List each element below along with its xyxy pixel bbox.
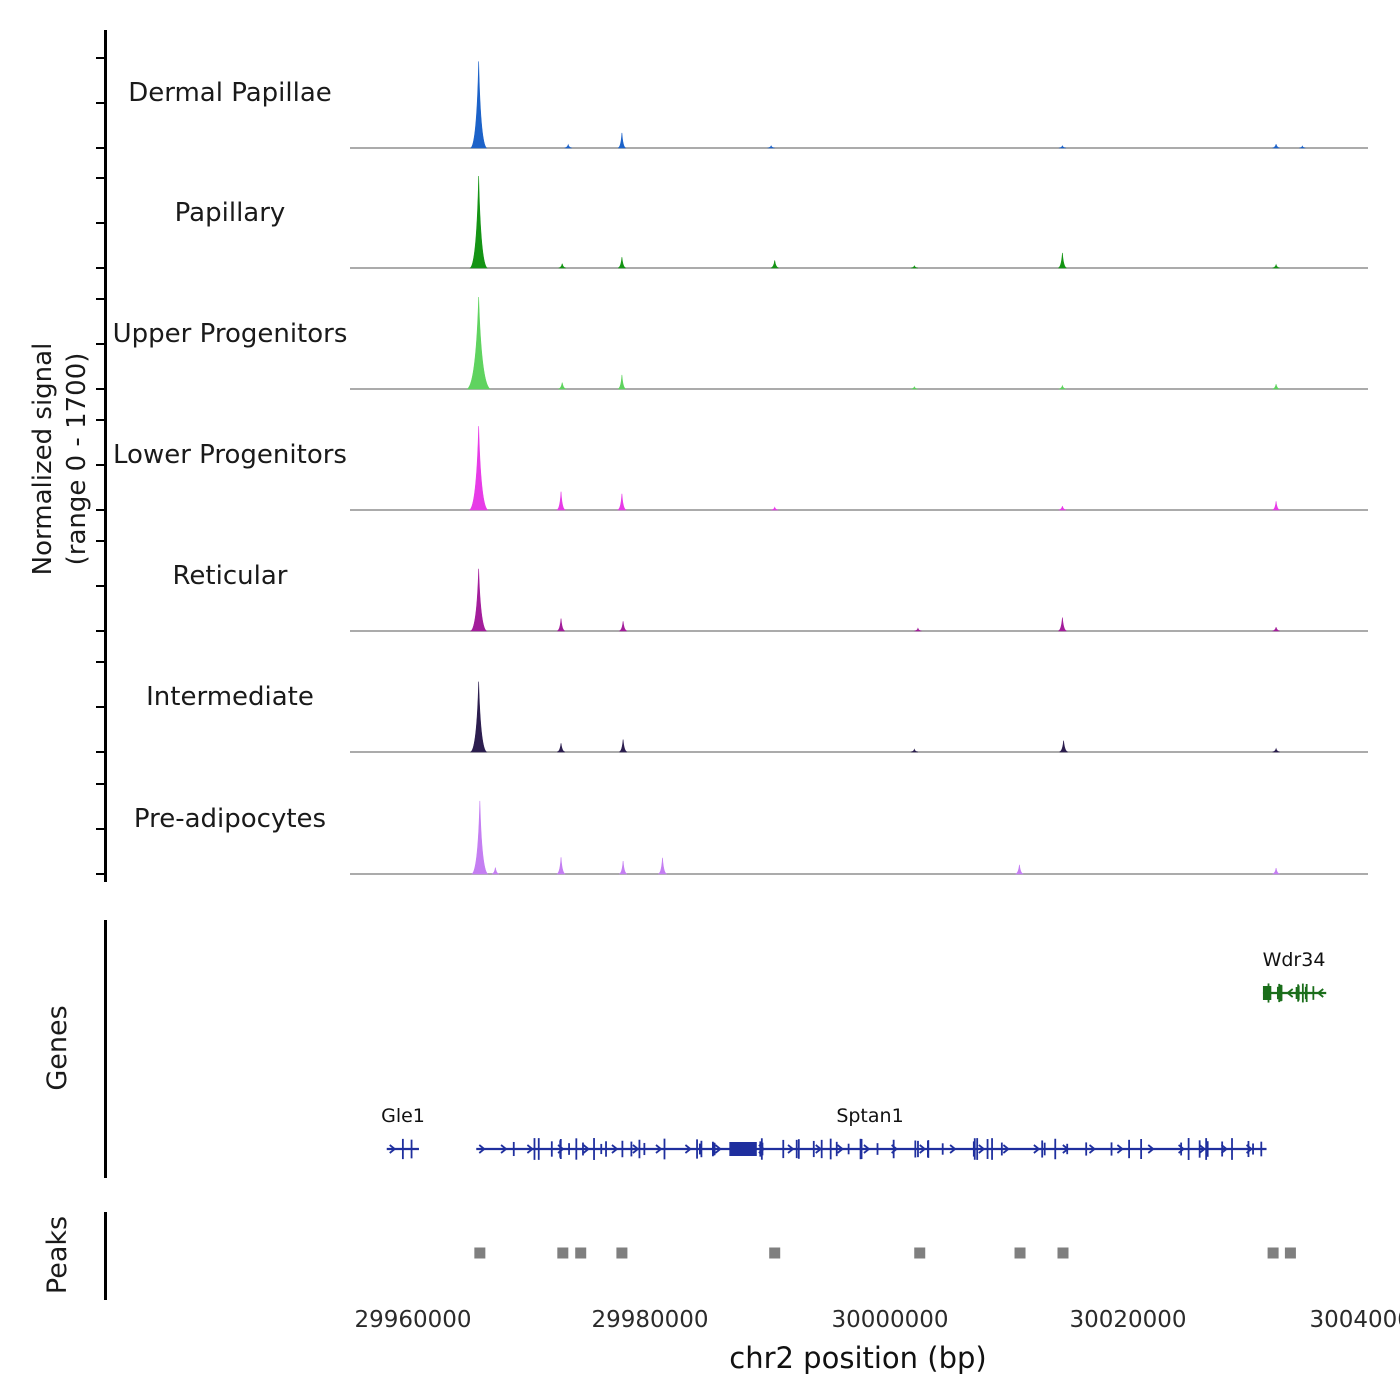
track-label-reticular: Reticular xyxy=(172,561,288,591)
track-label-lower-progenitors: Lower Progenitors xyxy=(113,440,347,470)
y-axis-label-line1: Normalized signal xyxy=(28,342,58,576)
y-axis-label: Normalized signal (range 0 - 1700) xyxy=(26,149,98,769)
track-label-upper-progenitors: Upper Progenitors xyxy=(112,319,348,349)
gene-label-sptan1: Sptan1 xyxy=(836,1105,904,1127)
x-tick-30040000: 30040000 xyxy=(1309,1307,1400,1333)
peaks-section-label: Peaks xyxy=(42,1215,73,1295)
x-tick-30020000: 30020000 xyxy=(1069,1307,1187,1333)
x-tick-29980000: 29980000 xyxy=(591,1307,709,1333)
track-label-pre-adipocytes: Pre-adipocytes xyxy=(133,804,327,834)
track-label-intermediate: Intermediate xyxy=(146,682,314,712)
track-label-papillary: Papillary xyxy=(174,198,286,228)
y-axis-label-line2: (range 0 - 1700) xyxy=(62,352,92,566)
genes-section-label: Genes xyxy=(42,1005,73,1091)
gene-label-gle1: Gle1 xyxy=(381,1105,425,1127)
x-axis-title: chr2 position (bp) xyxy=(729,1341,987,1375)
x-tick-29960000: 29960000 xyxy=(354,1307,472,1333)
x-tick-30000000: 30000000 xyxy=(831,1307,949,1333)
track-label-dermal-papillae: Dermal Papillae xyxy=(128,78,332,108)
gene-label-wdr34: Wdr34 xyxy=(1262,949,1326,971)
